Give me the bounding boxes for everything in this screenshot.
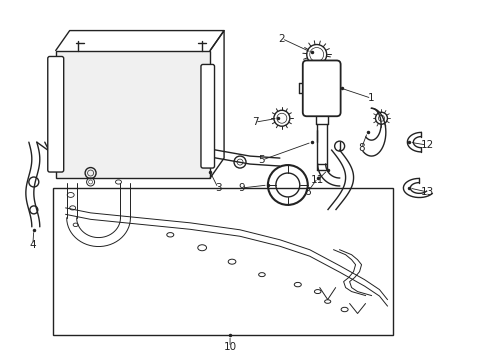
Ellipse shape — [228, 259, 235, 264]
Ellipse shape — [197, 245, 206, 251]
Text: 11: 11 — [310, 175, 324, 185]
Text: 8: 8 — [358, 143, 364, 153]
Text: 4: 4 — [29, 240, 36, 250]
Text: 10: 10 — [223, 342, 236, 352]
Ellipse shape — [314, 289, 320, 293]
Text: 2: 2 — [278, 33, 285, 44]
Text: 1: 1 — [367, 93, 374, 103]
Ellipse shape — [69, 206, 76, 210]
Ellipse shape — [67, 193, 74, 197]
Text: 5: 5 — [258, 155, 264, 165]
Ellipse shape — [115, 180, 121, 184]
Text: 9: 9 — [238, 183, 245, 193]
FancyBboxPatch shape — [48, 57, 63, 172]
Ellipse shape — [258, 273, 264, 276]
Ellipse shape — [166, 233, 173, 237]
Text: 3: 3 — [214, 183, 221, 193]
Text: 6: 6 — [304, 187, 310, 197]
Ellipse shape — [341, 307, 347, 312]
FancyBboxPatch shape — [201, 64, 214, 168]
Ellipse shape — [73, 223, 78, 226]
FancyBboxPatch shape — [302, 60, 340, 116]
Ellipse shape — [294, 282, 301, 287]
Text: 13: 13 — [420, 187, 433, 197]
Ellipse shape — [324, 300, 330, 303]
Bar — [56, 50, 210, 178]
Bar — [53, 188, 393, 336]
Text: 12: 12 — [420, 140, 433, 150]
Text: 7: 7 — [251, 117, 258, 127]
